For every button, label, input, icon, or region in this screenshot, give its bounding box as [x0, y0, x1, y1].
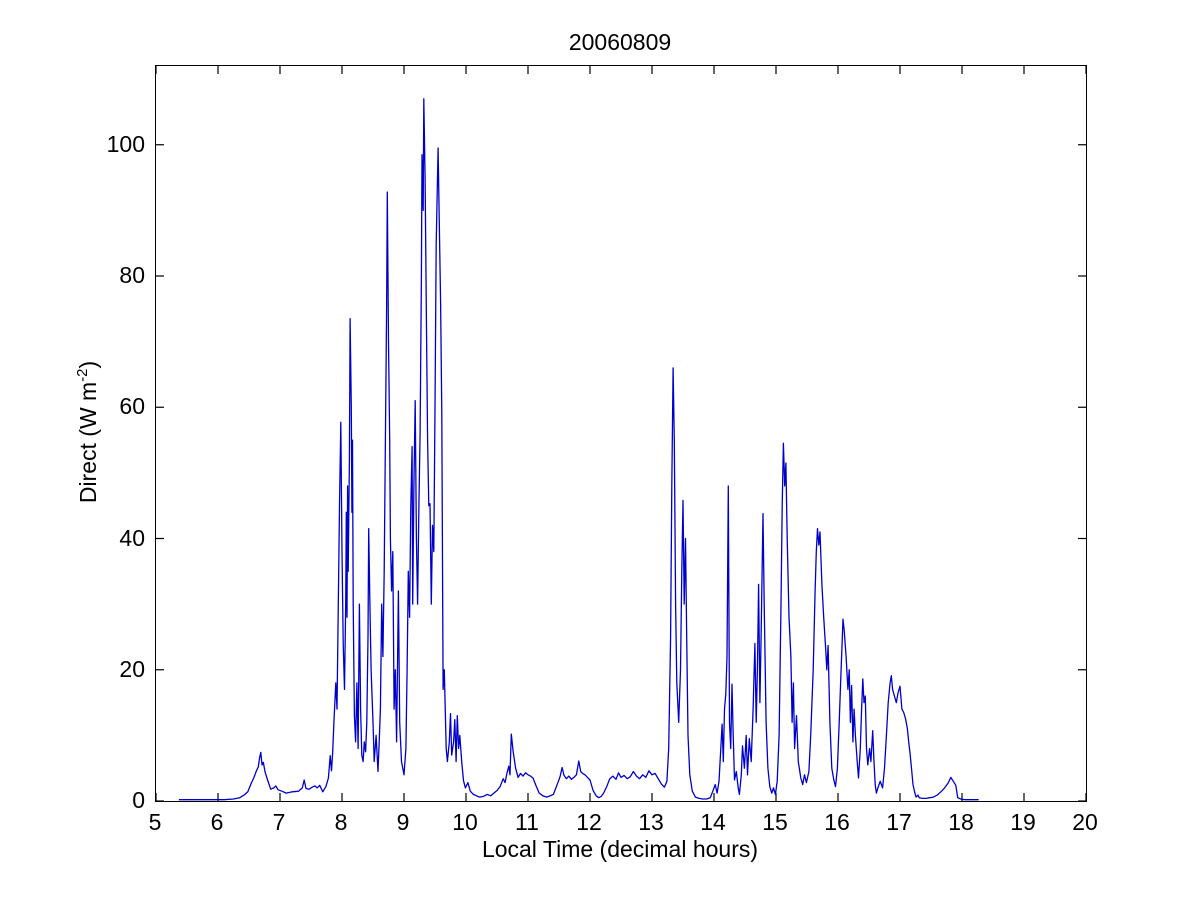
y-axis-label-suffix: ) — [74, 360, 101, 369]
y-tick-label: 60 — [119, 393, 145, 420]
x-tick-label: 19 — [1010, 809, 1036, 835]
x-tick-label: 11 — [515, 809, 539, 835]
plot-frame — [155, 65, 1087, 802]
data-line — [178, 98, 979, 801]
x-tick-label: 8 — [334, 809, 348, 835]
x-tick-label: 13 — [638, 809, 664, 835]
x-tick-label: 7 — [272, 809, 286, 835]
plot-title: 20060809 — [568, 29, 672, 55]
x-axis-label: Local Time (decimal hours) — [481, 836, 759, 862]
x-tick-label: 9 — [396, 809, 410, 835]
x-tick-label: 18 — [948, 809, 974, 835]
y-axis-label-superscript: -2 — [74, 368, 92, 382]
x-tick-label: 17 — [886, 809, 912, 835]
x-tick-label: 12 — [576, 809, 602, 835]
y-tick-label: 20 — [119, 655, 145, 682]
x-tick-label: 15 — [762, 809, 788, 835]
x-tick-label: 10 — [452, 809, 478, 835]
y-tick-label: 0 — [132, 787, 145, 813]
y-tick-label: 40 — [119, 524, 145, 551]
y-axis-label: Direct (W m-2) — [74, 361, 102, 503]
x-tick-label: 6 — [210, 809, 224, 835]
x-tick-label: 16 — [824, 809, 850, 835]
x-tick-label: 5 — [148, 809, 162, 835]
y-tick-label: 80 — [119, 262, 145, 288]
y-tick-label: 100 — [106, 130, 145, 157]
x-tick-label: 14 — [700, 809, 726, 835]
x-tick-label: 20 — [1072, 809, 1098, 835]
plot-svg — [156, 66, 1086, 801]
